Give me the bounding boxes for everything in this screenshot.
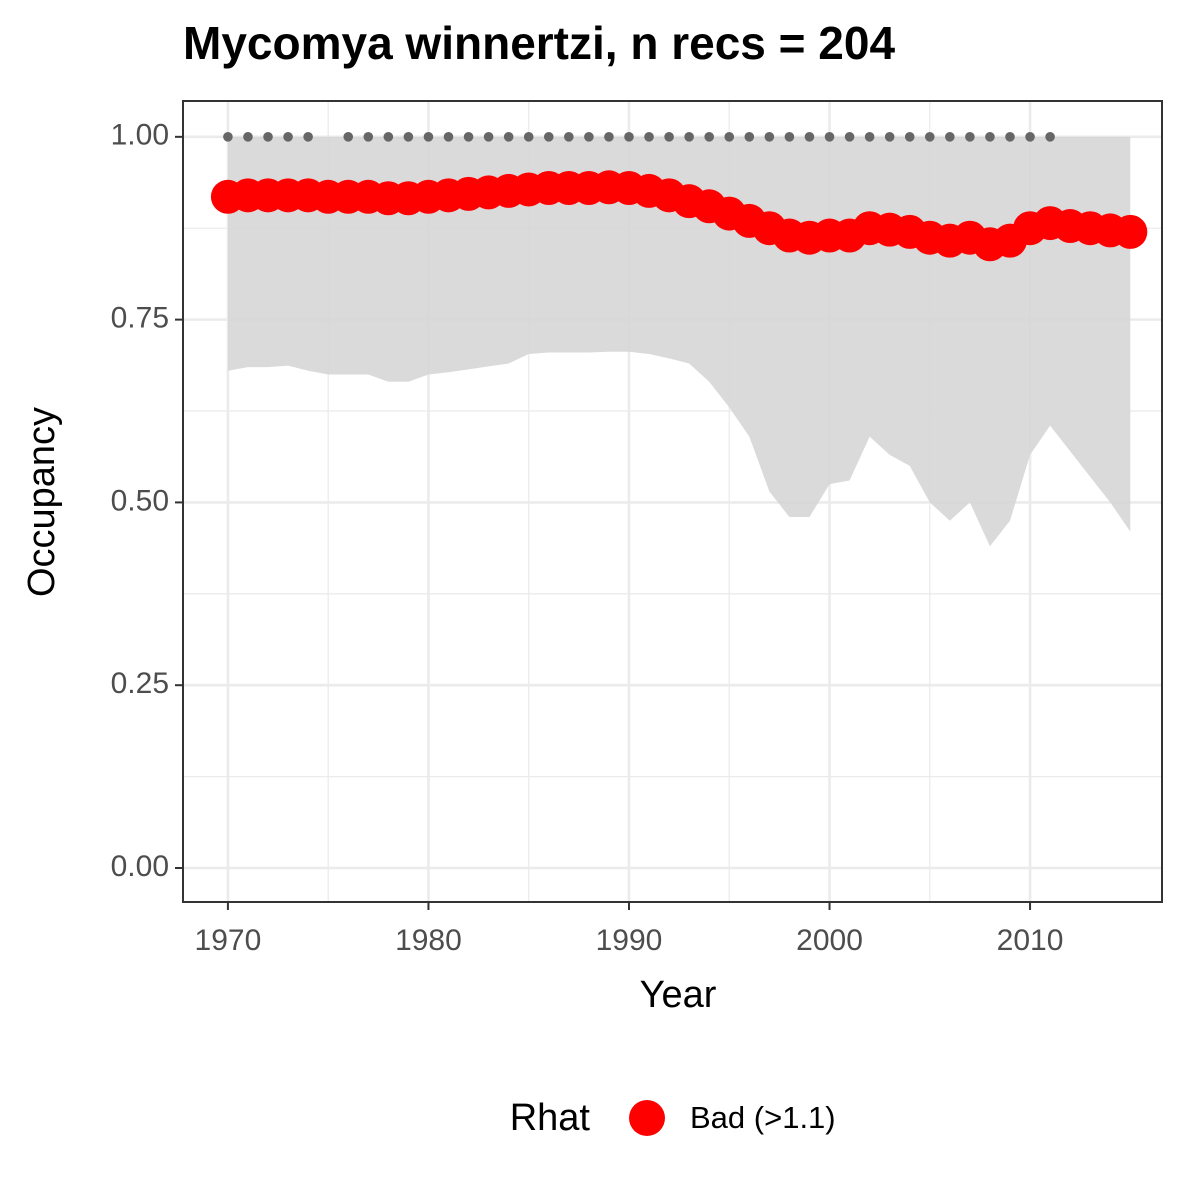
y-tick-label: 0.00: [111, 850, 169, 883]
record-dot: [764, 132, 775, 142]
record-dot: [303, 132, 313, 142]
record-dot: [744, 132, 755, 142]
legend-label: Bad (>1.1): [690, 1100, 836, 1135]
x-tick-label: 1970: [195, 924, 262, 957]
record-dot: [223, 132, 233, 142]
record-dot: [965, 132, 975, 142]
y-tick-label: 0.25: [111, 667, 169, 700]
record-dot: [864, 132, 875, 142]
record-dot: [343, 132, 354, 142]
record-dot: [945, 132, 955, 142]
record-dot: [985, 132, 995, 142]
legend-title: Rhat: [510, 1097, 591, 1139]
record-dot: [684, 132, 694, 142]
record-dot: [624, 132, 634, 142]
x-axis-title: Year: [640, 974, 717, 1016]
record-dot: [644, 132, 654, 142]
record-dot: [483, 132, 494, 142]
record-dot: [423, 132, 434, 142]
x-tick-label: 1990: [596, 924, 663, 957]
record-dot: [383, 132, 394, 142]
record-dot: [664, 132, 674, 142]
record-dot: [1045, 132, 1055, 142]
legend-key: [629, 1100, 665, 1136]
record-dot: [824, 132, 835, 142]
x-tick-label: 2010: [997, 924, 1064, 957]
record-dot: [704, 132, 714, 142]
record-dot: [724, 132, 735, 142]
x-tick-label: 2000: [796, 924, 863, 957]
record-dot: [283, 132, 293, 142]
point: [1113, 214, 1148, 249]
record-dot: [804, 132, 815, 142]
record-dot: [924, 132, 935, 142]
y-tick-label: 0.75: [111, 302, 169, 335]
record-dot: [584, 132, 594, 142]
record-dot: [564, 132, 574, 142]
record-dot: [1025, 132, 1035, 142]
record-dot: [503, 132, 514, 142]
record-dot: [844, 132, 855, 142]
record-dot: [443, 132, 454, 142]
panel-border: [182, 100, 1163, 903]
y-axis-title: Occupancy: [21, 407, 63, 597]
y-tick-label: 0.50: [111, 484, 169, 517]
record-dot: [363, 132, 374, 142]
chart-title: Mycomya winnertzi, n recs = 204: [183, 17, 895, 69]
x-tick-label: 1980: [395, 924, 462, 957]
record-dot: [463, 132, 474, 142]
record-dot: [263, 132, 273, 142]
record-dot: [904, 132, 915, 142]
record-dot: [884, 132, 895, 142]
record-dot: [403, 132, 414, 142]
y-tick-label: 1.00: [111, 119, 169, 152]
record-dot: [604, 132, 614, 142]
record-dot: [784, 132, 795, 142]
record-dot: [523, 132, 534, 142]
record-dot: [243, 132, 253, 142]
record-dot: [1005, 132, 1015, 142]
record-dot: [543, 132, 554, 142]
